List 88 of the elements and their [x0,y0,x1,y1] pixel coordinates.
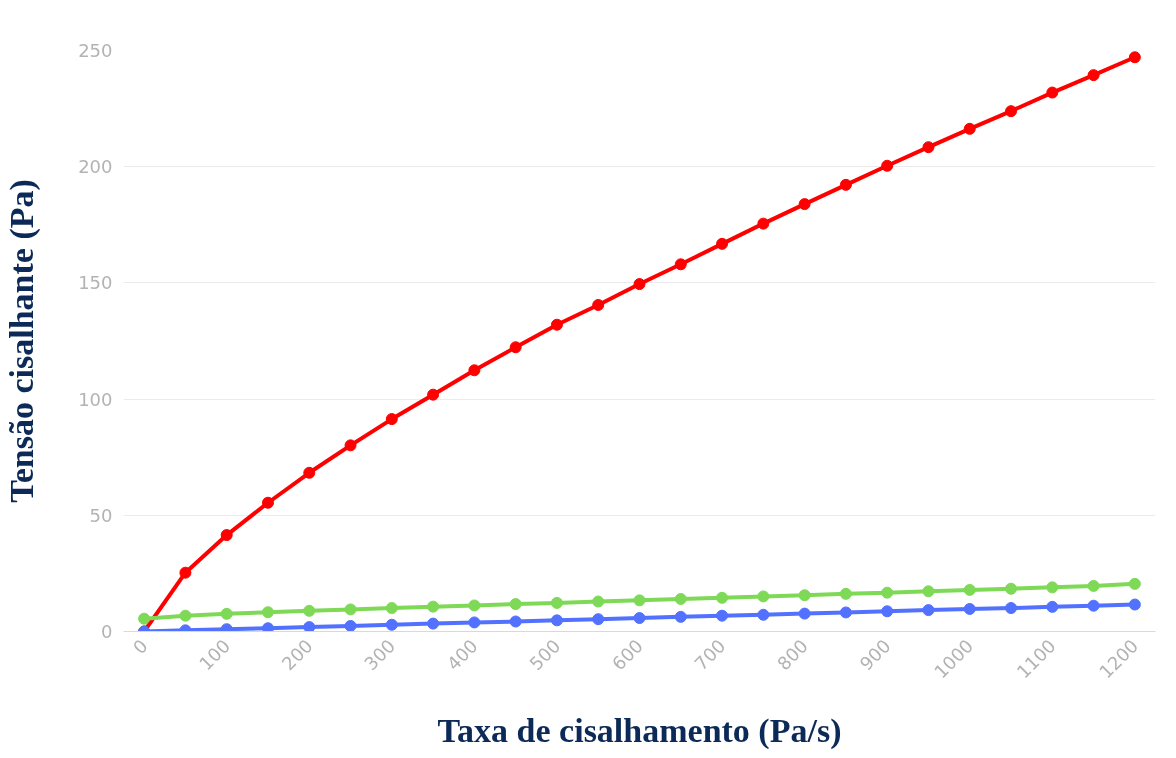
x-tick-label: 400 [442,635,482,675]
point [798,589,811,602]
point [633,612,646,625]
point [550,596,563,609]
point [1128,577,1141,590]
point [633,278,646,291]
x-axis-title: Taxa de cisalhamento (Pa/s) [437,712,842,751]
point [633,594,646,607]
point [881,159,894,172]
point [1087,599,1100,612]
point [674,258,687,271]
point [427,600,440,613]
point [261,606,274,619]
point [261,622,274,632]
point [716,591,729,604]
point [592,298,605,311]
point [303,621,316,632]
point [757,217,770,230]
x-tick-label: 0 [128,635,152,659]
point [344,619,357,632]
point [757,608,770,621]
point [1087,69,1100,82]
point [303,466,316,479]
point [674,592,687,605]
point [344,439,357,452]
point [261,496,274,509]
point [509,341,522,354]
point [550,318,563,331]
x-tick-label: 900 [855,635,895,675]
point [179,609,192,622]
x-tick-label: 300 [360,635,400,675]
point [922,141,935,154]
point [385,618,398,631]
point [674,610,687,623]
point [1005,602,1018,615]
point [798,198,811,211]
point [468,616,481,629]
point [839,606,852,619]
point [716,237,729,250]
point [1005,105,1018,118]
x-tick-label: 100 [194,635,235,675]
point [963,602,976,615]
point [881,586,894,599]
point [1005,582,1018,595]
point [839,178,852,191]
y-tick-label: 50 [89,504,113,526]
point [881,605,894,618]
point [468,364,481,377]
x-tick-label: 700 [690,635,730,675]
y-tick-label: 0 [101,621,113,642]
point [757,590,770,603]
x-tick-label: 600 [607,635,647,675]
point [1046,86,1059,99]
point [839,587,852,600]
point [427,617,440,630]
point [427,388,440,401]
point [1046,581,1059,594]
point [1128,51,1141,64]
y-tick-label: 150 [78,272,113,294]
point [963,583,976,596]
x-tick-label: 800 [772,635,813,675]
point [385,602,398,615]
point [798,607,811,620]
point [303,604,316,617]
y-axis-title: Tensão cisalhante (Pa) [3,179,42,503]
point [385,413,398,426]
x-tick-label: 500 [525,635,565,675]
point [922,585,935,598]
point [509,615,522,628]
point [592,613,605,626]
point [509,598,522,611]
point [138,612,151,625]
point [922,604,935,617]
point [179,566,192,579]
point [468,599,481,612]
y-tick-label: 200 [78,156,113,178]
point [344,603,357,616]
y-tick-label: 100 [78,388,113,410]
point [550,614,563,627]
point [1046,600,1059,613]
point [592,595,605,608]
point [963,122,976,135]
point [220,529,233,542]
point [220,607,233,620]
point [1128,598,1141,611]
y-tick-label: 250 [78,40,113,61]
point [1087,579,1100,592]
point [716,609,729,622]
